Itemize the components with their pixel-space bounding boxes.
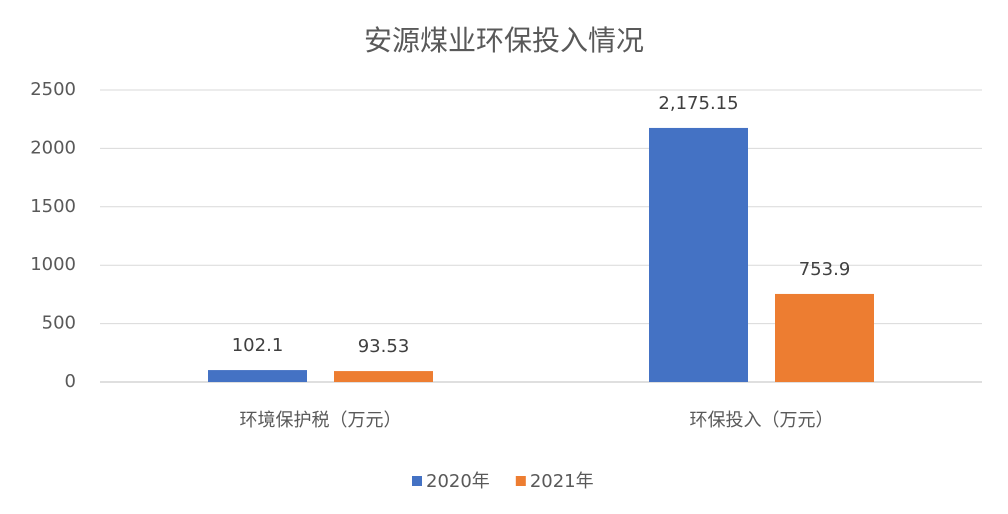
chart-title: 安源煤业环保投入情况	[364, 24, 644, 57]
y-tick-label: 2500	[30, 79, 76, 100]
x-tick-label: 环境保护税（万元）	[240, 410, 402, 431]
bar	[208, 370, 307, 382]
bar	[334, 371, 433, 382]
y-tick-label: 1500	[30, 196, 76, 217]
y-tick-label: 1000	[30, 254, 76, 275]
data-label: 2,175.15	[658, 93, 738, 114]
legend-swatch	[412, 476, 422, 486]
y-tick-label: 500	[42, 313, 76, 334]
data-label: 102.1	[232, 335, 284, 356]
legend-swatch	[515, 476, 526, 486]
x-tick-label: 环保投入（万元）	[690, 410, 834, 431]
bar	[775, 293, 874, 382]
data-label: 93.53	[358, 336, 410, 357]
legend-label: 2021年	[530, 471, 594, 492]
y-tick-label: 2000	[30, 137, 76, 158]
data-label: 753.9	[799, 259, 851, 280]
legend-label: 2020年	[426, 471, 490, 492]
y-tick-label: 0	[65, 371, 76, 392]
bar	[649, 127, 748, 383]
